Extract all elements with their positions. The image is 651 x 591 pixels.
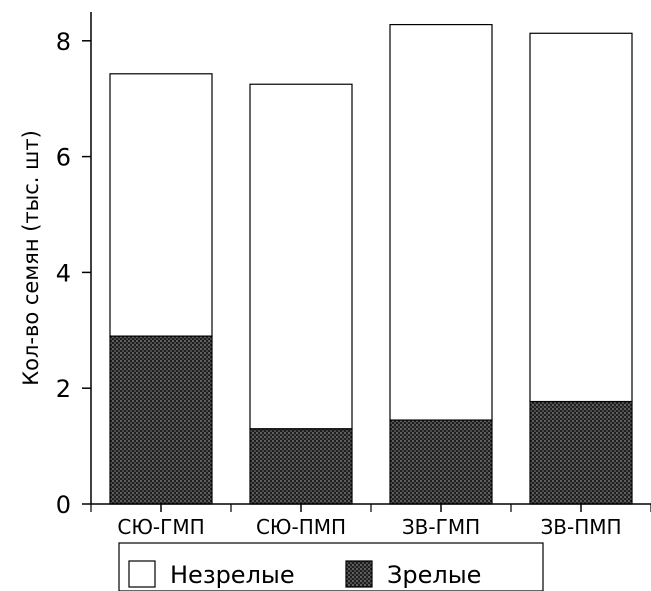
bar-unripe-3 <box>529 32 633 403</box>
x-ticks-group: СЮ-ГМП СЮ-ПМП ЗВ-ГМП ЗВ-ПМП <box>90 504 651 539</box>
bar-ripe-3 <box>529 400 633 505</box>
bar-ripe-1 <box>249 428 353 505</box>
legend-swatch-ripe <box>345 560 373 588</box>
x-tick-label: СЮ-ПМП <box>256 515 346 539</box>
legend-label-ripe: Зрелые <box>387 561 481 589</box>
bar-unripe-0 <box>109 73 213 337</box>
x-tick-label: ЗВ-ПМП <box>540 515 621 539</box>
y-tick-label: 8 <box>56 28 71 56</box>
y-ticks-group: 0 2 4 6 8 <box>56 28 91 519</box>
bar-unripe-1 <box>249 83 353 430</box>
bar-ripe-0 <box>109 335 213 505</box>
legend-label-unripe: Незрелые <box>170 561 295 589</box>
legend: Незрелые Зрелые <box>118 542 544 591</box>
x-tick-label: СЮ-ГМП <box>117 515 204 539</box>
bar-unripe-2 <box>389 23 493 421</box>
bars-group <box>109 23 633 505</box>
y-tick-label: 6 <box>56 144 71 172</box>
y-axis-title: Кол-во семян (тыс. шт) <box>19 130 43 386</box>
bar-ripe-2 <box>389 419 493 505</box>
legend-box <box>118 542 544 591</box>
y-tick-label: 4 <box>56 259 71 287</box>
x-tick-label: ЗВ-ГМП <box>402 515 480 539</box>
y-tick-label: 0 <box>56 491 71 519</box>
legend-swatch-unripe <box>128 560 156 588</box>
y-tick-label: 2 <box>56 375 71 403</box>
